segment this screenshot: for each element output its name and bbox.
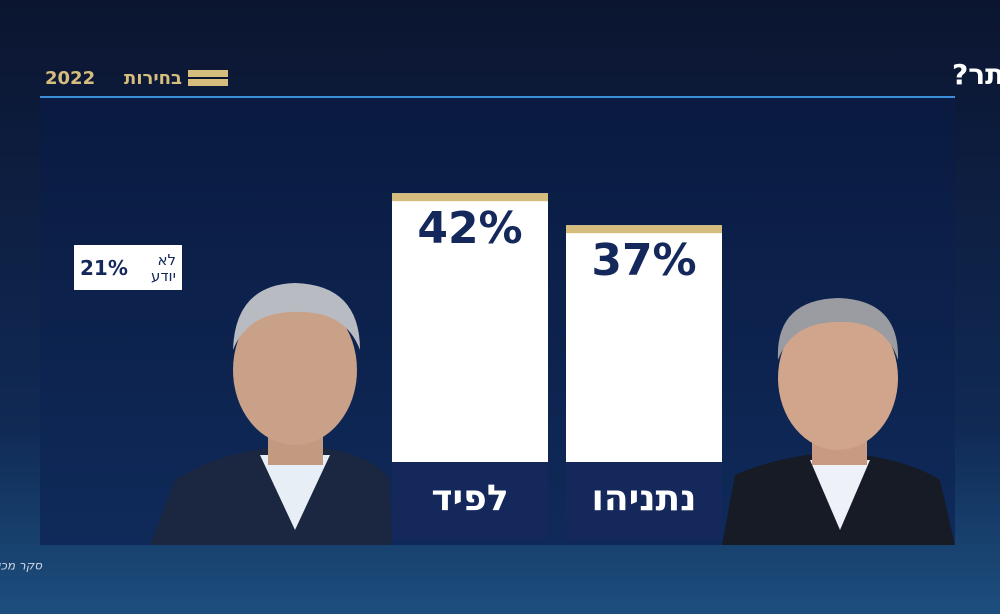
brand: בחירות	[124, 68, 182, 89]
bar-cap	[392, 193, 548, 202]
bar	[392, 193, 548, 462]
source: סקר מכון מדגם עם מנו גבע בשיתוף iPanel	[0, 559, 43, 573]
brand-year: 2022	[45, 68, 95, 89]
bar	[566, 225, 722, 462]
category-box	[392, 462, 548, 540]
portrait-right	[722, 298, 955, 545]
dont-know-label: לא יודע	[150, 250, 176, 285]
category-label: נתניהו	[592, 478, 697, 519]
portrait-left	[150, 283, 392, 545]
category-label: לפיד	[431, 478, 508, 519]
value-label: 42%	[417, 203, 522, 254]
chart-title: מי לדעתך אמין יותר?	[952, 58, 1000, 91]
category-box	[566, 462, 722, 540]
dont-know-value: 21%	[80, 255, 128, 280]
dont-know-box: 21% לא יודע	[74, 245, 182, 290]
bar-cap	[566, 225, 722, 234]
value-label: 37%	[591, 235, 696, 286]
